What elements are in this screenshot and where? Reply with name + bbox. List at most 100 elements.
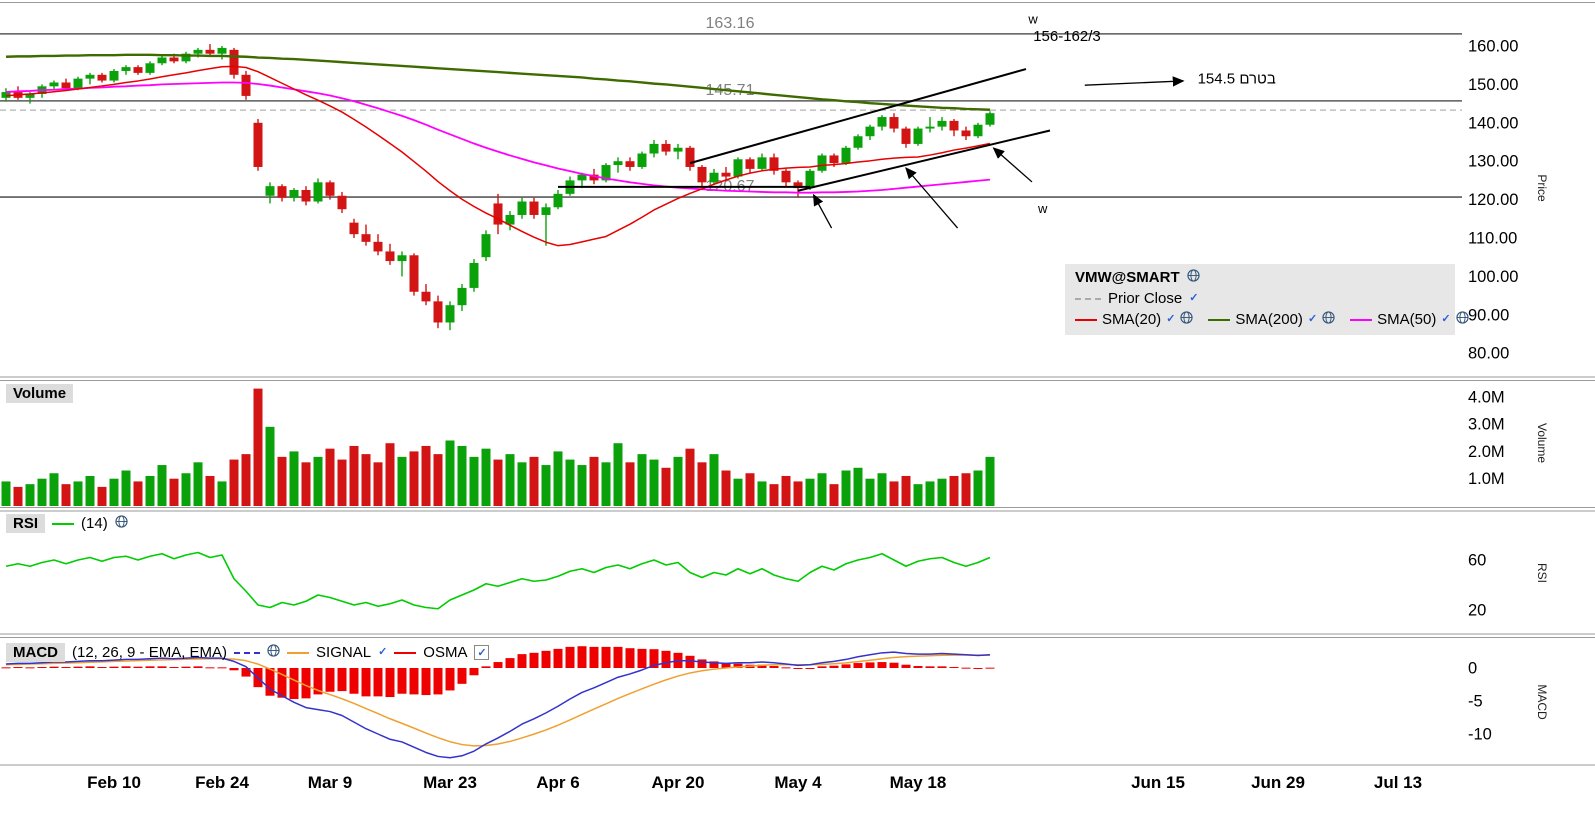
osma-bar — [661, 650, 671, 668]
osma-bar — [469, 668, 479, 676]
x-axis-label: Feb 24 — [195, 773, 249, 792]
check-icon[interactable]: ✓ — [1166, 313, 1176, 325]
annotation-text[interactable]: w — [1037, 201, 1048, 216]
sma50-label[interactable]: SMA(50) — [1377, 311, 1437, 328]
osma-bar — [649, 649, 659, 668]
osma-bar — [541, 650, 551, 668]
globe-icon[interactable] — [115, 515, 128, 532]
x-axis-label: Mar 9 — [308, 773, 352, 792]
candle-body — [265, 186, 275, 196]
osma-bar — [553, 648, 563, 668]
osma-bar — [805, 668, 815, 669]
volume-bar — [349, 445, 359, 506]
signal-label[interactable]: SIGNAL — [316, 644, 372, 661]
trendline[interactable] — [689, 68, 1027, 165]
rsi-panel-title[interactable]: RSI — [6, 514, 46, 533]
volume-bar — [805, 478, 815, 506]
osma-bar — [601, 646, 611, 668]
sma20-label[interactable]: SMA(20) — [1102, 311, 1162, 328]
osma-bar — [841, 664, 851, 668]
legend-sma200[interactable]: SMA(200) ✓ — [1208, 311, 1335, 328]
legend-sma-row: SMA(20) ✓ SMA(200) ✓ SMA(50) ✓ — [1075, 311, 1469, 328]
volume-bar — [637, 454, 647, 506]
legend-sma20[interactable]: SMA(20) ✓ — [1075, 311, 1194, 328]
check-icon[interactable]: ✓ — [1307, 313, 1318, 325]
volume-bar — [661, 467, 671, 506]
volume-bar — [337, 459, 347, 506]
sma200-label[interactable]: SMA(200) — [1235, 311, 1303, 328]
osma-bar — [757, 664, 767, 668]
globe-icon[interactable] — [1322, 311, 1335, 328]
rsi-line — [5, 551, 991, 610]
volume-bar — [265, 426, 275, 506]
prior-close-label[interactable]: Prior Close — [1108, 290, 1183, 307]
candle-body — [721, 172, 731, 177]
volume-bar — [97, 486, 107, 506]
annotation-arrow[interactable] — [992, 147, 1033, 183]
trendline[interactable] — [797, 129, 1051, 192]
x-axis-label: May 4 — [774, 773, 822, 792]
globe-icon[interactable] — [1455, 311, 1469, 328]
candle-body — [505, 214, 515, 225]
x-axis-label: Apr 6 — [536, 773, 579, 792]
legend-symbol-row: VMW@SMART — [1075, 269, 1445, 286]
volume-bar — [913, 484, 923, 506]
osma-bar — [493, 662, 503, 668]
candle-body — [25, 94, 35, 98]
price-level-label[interactable]: 163.16 — [706, 15, 755, 32]
osma-bar — [301, 668, 311, 699]
candle-body — [373, 241, 383, 252]
globe-icon[interactable] — [267, 644, 280, 661]
osma-bar — [277, 668, 287, 698]
check-icon[interactable]: ✓ — [378, 646, 388, 658]
legend-sma50[interactable]: SMA(50) ✓ — [1350, 311, 1469, 328]
osma-bar — [781, 667, 791, 669]
osma-bar — [877, 662, 887, 668]
check-icon[interactable]: ✓ — [1441, 313, 1451, 325]
volume-bar — [313, 456, 323, 506]
macd-panel-header: MACD (12, 26, 9 - EMA, EMA) SIGNAL ✓ OSM… — [6, 643, 490, 662]
price-tick-label: 150.00 — [1468, 76, 1518, 94]
annotation-text[interactable]: 154.5 בטרם — [1198, 71, 1276, 88]
volume-bar — [73, 481, 83, 506]
annotation-arrow[interactable] — [905, 167, 959, 229]
osma-bar — [421, 668, 431, 696]
volume-bar — [109, 478, 119, 506]
volume-bar — [205, 475, 215, 506]
osma-bar — [361, 668, 371, 697]
osma-bar — [169, 667, 179, 669]
volume-panel-title[interactable]: Volume — [6, 384, 74, 403]
candle-body — [133, 67, 143, 73]
rsi-tick-label: 20 — [1468, 602, 1486, 620]
candle-body — [781, 170, 791, 183]
osma-label[interactable]: OSMA — [423, 644, 468, 661]
rsi-param-label[interactable]: (14) — [81, 515, 108, 532]
osma-bar — [445, 668, 455, 691]
candle-body — [97, 74, 107, 81]
candle-body — [301, 190, 311, 202]
osma-bar — [637, 648, 647, 668]
annotation-text[interactable]: 156-162/3 — [1033, 28, 1101, 45]
annotation-arrow[interactable] — [1084, 76, 1185, 87]
osma-bar — [13, 667, 23, 669]
osma-bar — [145, 666, 155, 668]
check-icon[interactable]: ✓ — [1189, 292, 1199, 304]
macd-line — [5, 651, 991, 759]
annotation-text[interactable]: w — [1027, 12, 1038, 27]
candle-body — [745, 159, 755, 169]
macd-panel-title[interactable]: MACD — [6, 643, 65, 662]
globe-icon[interactable] — [1186, 269, 1200, 286]
price-axis-title: Price — [1535, 174, 1549, 202]
candle-body — [205, 49, 215, 54]
sma50-line — [5, 81, 991, 194]
osma-bar — [769, 666, 779, 668]
annotation-arrow[interactable] — [812, 193, 833, 229]
candle-body — [901, 128, 911, 144]
globe-icon[interactable] — [1180, 311, 1194, 328]
candle-body — [733, 159, 743, 177]
osma-bar — [613, 646, 623, 668]
osma-checkbox[interactable]: ✓ — [474, 645, 490, 660]
osma-bar — [229, 668, 239, 671]
volume-bar — [85, 475, 95, 506]
